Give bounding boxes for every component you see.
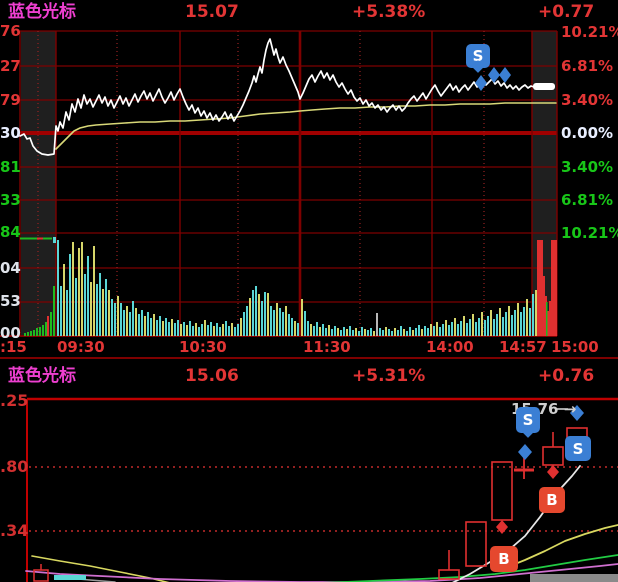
- change-absolute-top: +0.77: [538, 2, 595, 22]
- change-percent-top: +5.38%: [352, 2, 426, 22]
- stock-name-bottom[interactable]: 蓝色光标: [8, 366, 76, 386]
- last-price-top: 15.07: [185, 2, 239, 22]
- buy-marker-badge: B: [539, 487, 565, 513]
- price-tick: 84: [0, 223, 21, 241]
- percent-tick: 3.40%: [561, 158, 614, 176]
- time-tick: :15: [0, 338, 27, 356]
- percent-tick: 6.81%: [561, 191, 614, 209]
- prev-close-tick: 30: [0, 124, 21, 142]
- price-tick: 81: [0, 158, 21, 176]
- time-tick: 14:57: [499, 338, 547, 356]
- scrollbar-thumb[interactable]: [530, 574, 618, 582]
- volume-tick: 00: [0, 324, 21, 342]
- percent-tick: 6.81%: [561, 57, 614, 75]
- buy-marker-badge: B: [490, 546, 518, 572]
- price-tick: 79: [0, 91, 21, 109]
- sell-letter: S: [572, 439, 584, 458]
- percent-tick: 10.21%: [561, 23, 618, 41]
- last-price-bottom: 15.06: [185, 366, 239, 386]
- daily-price-tick: .25: [0, 391, 29, 410]
- volume-tick: 53: [0, 292, 21, 310]
- sell-marker-badge: S: [466, 44, 490, 73]
- buy-letter: B: [546, 491, 558, 509]
- change-absolute-bottom: +0.76: [538, 366, 595, 386]
- sell-marker-badge: S: [516, 407, 540, 438]
- volume-tick: 04: [0, 259, 21, 277]
- price-tick: 76: [0, 22, 21, 40]
- percent-tick: 10.21%: [561, 224, 618, 242]
- percent-tick: 3.40%: [561, 91, 614, 109]
- sell-letter: S: [472, 47, 484, 65]
- change-percent-bottom: +5.31%: [352, 366, 426, 386]
- time-tick: 10:30: [179, 338, 227, 356]
- arrow-right-icon: →: [563, 400, 577, 418]
- time-tick: 11:30: [303, 338, 351, 356]
- price-tick: 33: [0, 191, 21, 209]
- price-tick: 27: [0, 57, 21, 75]
- time-tick: 09:30: [57, 338, 105, 356]
- daily-price-tick: .80: [0, 457, 29, 476]
- stock-name-top[interactable]: 蓝色光标: [8, 2, 76, 22]
- sell-letter: S: [522, 411, 534, 429]
- daily-price-tick: .34: [0, 521, 29, 540]
- percent-tick-zero: 0.00%: [561, 124, 614, 142]
- time-tick: 14:00: [426, 338, 474, 356]
- time-tick: 15:00: [551, 338, 599, 356]
- sell-marker-badge: S: [565, 436, 591, 461]
- buy-letter: B: [498, 550, 510, 568]
